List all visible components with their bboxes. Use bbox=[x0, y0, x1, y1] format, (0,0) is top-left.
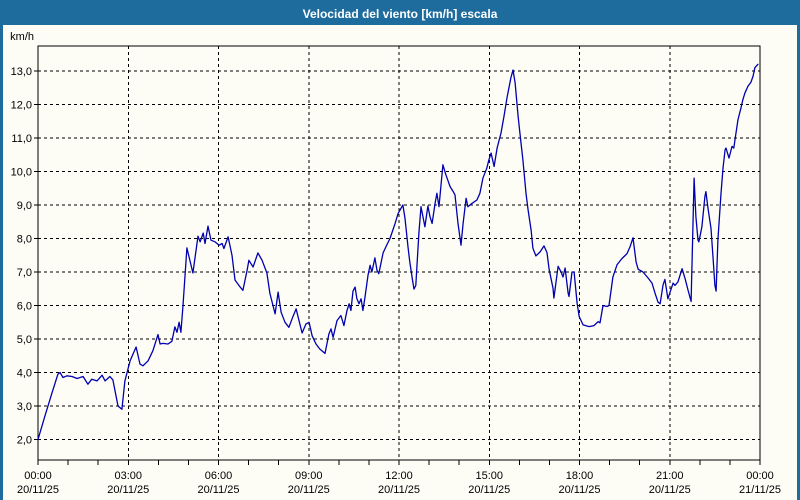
x-axis-date-label: 20/11/25 bbox=[649, 484, 691, 496]
wind-speed-chart-svg: 2,0 3,0 4,0 5,0 6,0 7,0 8,0 9,0 10,0 11,0 12,0 13,0… bbox=[10, 31, 781, 496]
x-axis-date-label: 20/11/25 bbox=[197, 484, 239, 496]
chart-area: 2,0 3,0 4,0 5,0 6,0 7,0 8,0 9,0 10,0 11,0 12,0 13,0… bbox=[3, 25, 797, 500]
y-axis-label: 12,0 bbox=[11, 100, 32, 112]
x-axis-time-label: 06:00 bbox=[205, 470, 233, 482]
x-axis-time-label: 00:00 bbox=[746, 470, 774, 482]
wind-speed-line bbox=[37, 63, 759, 441]
y-axis-label: 6,0 bbox=[17, 301, 32, 313]
x-axis-time-label: 18:00 bbox=[566, 470, 594, 482]
chart-title: Velocidad del viento [km/h] escala bbox=[302, 7, 498, 21]
x-axis-date-label: 20/11/25 bbox=[378, 484, 420, 496]
y-axis-label: 5,0 bbox=[17, 334, 32, 346]
y-axis-label: 9,0 bbox=[17, 200, 32, 212]
y-axis-label: 7,0 bbox=[17, 267, 32, 279]
x-axis-time-label: 00:00 bbox=[24, 470, 52, 482]
x-axis-date-label: 20/11/25 bbox=[17, 484, 59, 496]
x-axis-time-label: 09:00 bbox=[295, 470, 323, 482]
y-axis-label: 2,0 bbox=[17, 435, 32, 447]
x-axis-date-label: 21/11/25 bbox=[739, 484, 781, 496]
y-axis-unit-label: km/h bbox=[10, 31, 34, 43]
y-axis-label: 10,0 bbox=[11, 167, 32, 179]
x-axis-date-label: 20/11/25 bbox=[107, 484, 149, 496]
title-bar: Velocidad del viento [km/h] escala bbox=[3, 3, 797, 25]
y-axis-label: 4,0 bbox=[17, 368, 32, 380]
x-axis-date-label: 20/11/25 bbox=[558, 484, 600, 496]
x-axis-date-label: 20/11/25 bbox=[468, 484, 510, 496]
x-axis-time-label: 15:00 bbox=[475, 470, 503, 482]
x-axis-date-label: 20/11/25 bbox=[288, 484, 330, 496]
x-axis-time-label: 12:00 bbox=[385, 470, 413, 482]
x-axis-time-label: 03:00 bbox=[114, 470, 142, 482]
y-axis-label: 11,0 bbox=[11, 133, 32, 145]
y-axis-label: 13,0 bbox=[11, 66, 32, 78]
x-axis-time-label: 21:00 bbox=[656, 470, 684, 482]
y-axis-label: 3,0 bbox=[17, 401, 32, 413]
y-axis-label: 8,0 bbox=[17, 234, 32, 246]
plot-border bbox=[37, 45, 761, 461]
